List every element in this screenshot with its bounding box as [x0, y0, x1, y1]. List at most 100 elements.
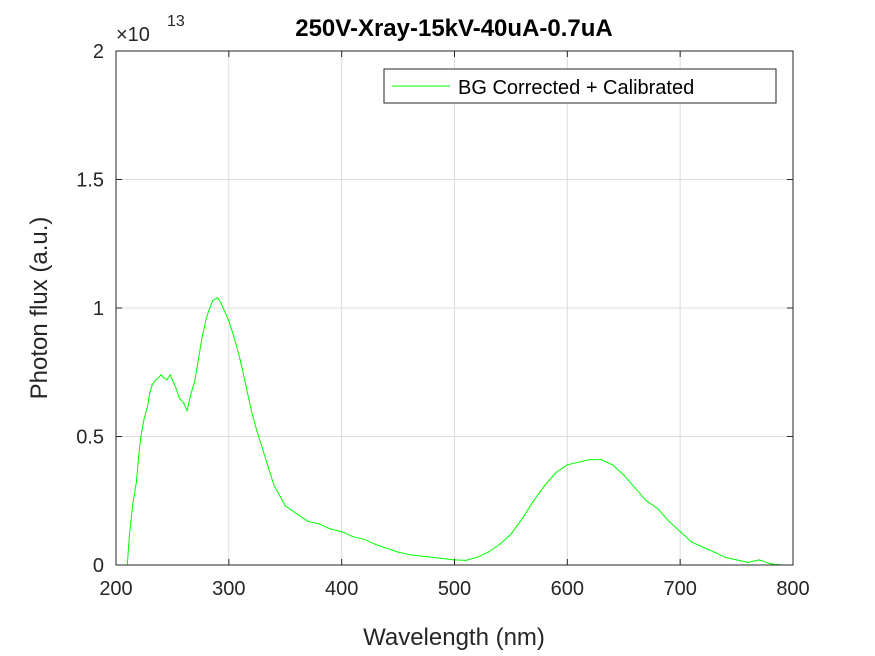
- data-point: [233, 338, 236, 340]
- data-point: [267, 466, 269, 468]
- data-point: [151, 384, 153, 386]
- series-line: [126, 297, 782, 566]
- data-point: [194, 379, 196, 381]
- data-point: [363, 538, 365, 540]
- x-tick-label: 800: [776, 578, 809, 600]
- data-point: [147, 405, 149, 407]
- grid-lines: [116, 51, 793, 565]
- data-point: [566, 464, 568, 466]
- data-point: [175, 387, 177, 389]
- data-point: [724, 556, 726, 558]
- y-exponent-power: 13: [167, 13, 185, 30]
- y-tick-label: 0.5: [76, 427, 104, 449]
- data-point: [183, 402, 185, 404]
- data-point: [239, 358, 241, 360]
- data-point: [544, 484, 546, 486]
- data-point: [442, 558, 444, 560]
- data-point: [140, 435, 142, 438]
- data-point: [160, 374, 162, 376]
- x-tick-label: 200: [99, 578, 132, 600]
- data-point: [189, 394, 192, 396]
- data-point: [162, 376, 164, 378]
- data-point: [499, 543, 501, 546]
- data-point: [702, 546, 704, 548]
- data-point: [135, 482, 137, 484]
- y-tick-label: 1: [93, 298, 104, 320]
- data-point: [521, 518, 523, 520]
- data-point: [138, 456, 140, 458]
- data-point: [713, 551, 715, 553]
- data-point: [149, 392, 151, 394]
- data-point: [223, 310, 225, 312]
- data-point: [769, 563, 772, 565]
- data-point: [295, 513, 298, 515]
- legend-label: BG Corrected + Calibrated: [458, 77, 694, 99]
- data-point: [589, 459, 591, 461]
- data-point: [679, 531, 681, 533]
- data-point: [250, 410, 252, 412]
- x-axis-label: Wavelength (nm): [363, 624, 545, 651]
- data-point: [341, 531, 343, 533]
- data-point: [284, 505, 286, 507]
- data-point: [228, 320, 230, 322]
- y-axis-label: Photon flux (a.u.): [26, 217, 53, 400]
- data-point: [555, 471, 557, 474]
- data-point: [606, 461, 608, 463]
- x-tick-label: 600: [551, 578, 584, 600]
- data-point: [220, 302, 222, 304]
- data-point: [132, 502, 134, 504]
- legend[interactable]: BG Corrected + Calibrated: [383, 68, 777, 104]
- data-point: [623, 474, 625, 476]
- data-point: [386, 547, 388, 549]
- y-exponent-base: ×10: [116, 24, 150, 46]
- data-point: [690, 541, 693, 543]
- x-tick-label: 300: [212, 578, 245, 600]
- data-point: [420, 555, 422, 557]
- data-point: [352, 536, 354, 538]
- data-point: [318, 523, 320, 525]
- data-point: [600, 459, 602, 461]
- data-point: [736, 559, 738, 561]
- data-point: [476, 556, 478, 558]
- data-point: [431, 556, 433, 558]
- data-point: [186, 410, 188, 412]
- y-tick-label: 1.5: [76, 170, 104, 192]
- data-point: [158, 376, 160, 378]
- data-point: [532, 500, 535, 502]
- x-tick-label: 500: [438, 578, 471, 600]
- data-point: [510, 533, 512, 535]
- data-point: [374, 543, 377, 546]
- y-tick-label: 0: [93, 555, 104, 577]
- x-tick-label: 400: [325, 578, 358, 600]
- data-point: [217, 297, 219, 299]
- data-point: [747, 561, 749, 564]
- data-point: [201, 338, 203, 340]
- y-tick-label: 2: [93, 41, 104, 63]
- data-point: [408, 554, 410, 556]
- data-point: [169, 374, 171, 376]
- data-point: [128, 533, 131, 535]
- data-point: [205, 317, 207, 319]
- data-point: [209, 307, 211, 309]
- data-point: [143, 417, 145, 420]
- data-point: [634, 487, 636, 489]
- data-point: [307, 520, 309, 522]
- data-point: [397, 551, 399, 553]
- axis-ticks: 200 300 400 500 600 700 800 0 0.5 1 1.5 2: [76, 41, 810, 600]
- data-point: [166, 379, 168, 381]
- x-tick-label: 700: [663, 578, 696, 600]
- data-point: [256, 430, 258, 432]
- data-point: [178, 397, 180, 399]
- data-point: [645, 500, 647, 502]
- data-point: [657, 507, 659, 510]
- chart-title: 250V-Xray-15kV-40uA-0.7uA: [295, 15, 613, 42]
- data-point: [245, 384, 247, 386]
- data-point: [487, 551, 489, 553]
- data-point: [171, 379, 173, 381]
- data-point: [465, 559, 467, 562]
- data-point: [212, 299, 214, 301]
- data-point: [758, 559, 760, 561]
- data-point: [329, 528, 331, 530]
